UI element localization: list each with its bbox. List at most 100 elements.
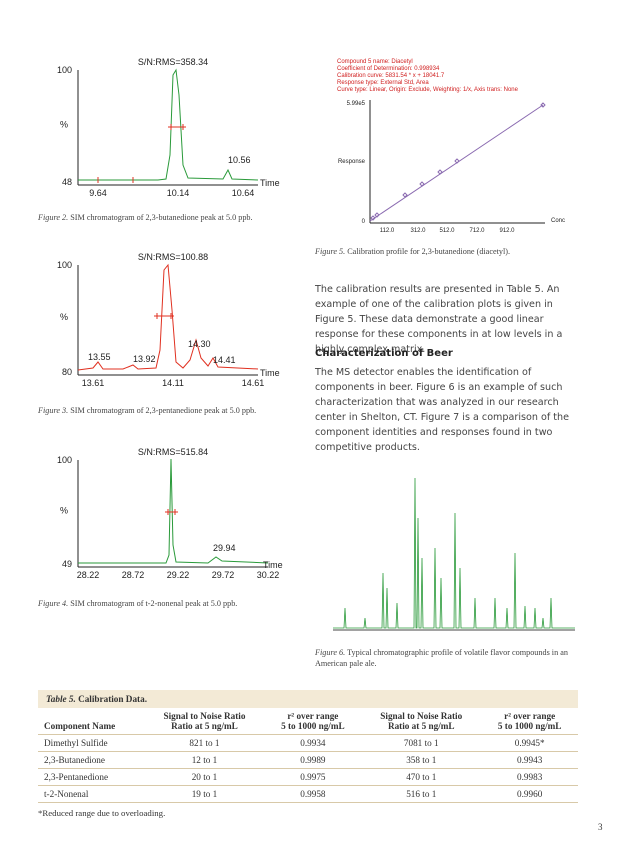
cell: 821 to 1 (144, 734, 265, 752)
cell: 470 to 1 (361, 768, 482, 786)
header-line: Component Name (44, 721, 116, 731)
cell: Dimethyl Sulfide (38, 734, 145, 752)
cell: 0.9945* (481, 734, 578, 752)
caption: Figure 2. SIM chromatogram of 2,3-butane… (38, 212, 253, 223)
chart-text: 312.0 (410, 228, 426, 234)
chart-text: Curve type: Linear, Origin: Exclude, Wei… (337, 87, 519, 93)
cell: 12 to 1 (144, 751, 265, 769)
chart-text: Response type: External Std, Area (337, 80, 429, 86)
chart-text: 912.0 (499, 228, 515, 234)
chart-text: Time (260, 368, 280, 378)
chart-text: Conc (551, 218, 565, 224)
table: Component Name Signal to Noise Ratio Ratio… (38, 708, 578, 803)
chart-text: 512.0 (439, 228, 455, 234)
chart-text: 100 (57, 455, 72, 465)
chromatogram: S/N:RMS=358.34 100% 48 9.64 10.14 10.64 Time 10… (57, 57, 280, 198)
chart-text: % (60, 506, 68, 516)
table-block: Table 5. Calibration Data. Component Nam… (38, 690, 578, 818)
chart-text: Calibration curve: 5831.54 * x + 18041.7 (337, 73, 445, 79)
chart-text: S/N:RMS=100.88 (138, 252, 208, 262)
heading: Characterization of Beer (315, 348, 453, 359)
chart-text: 13.92 (133, 354, 156, 364)
header-cell: r² over range 5 to 1000 ng/mL (481, 708, 578, 735)
table-title-text: Calibration Data. (78, 694, 147, 704)
caption: Figure 3. SIM chromatogram of 2,3-pentan… (38, 405, 256, 416)
chart-text: 100 (57, 65, 72, 75)
header-line: 5 to 1000 ng/mL (281, 721, 345, 731)
footnote: *Reduced range due to overloading. (38, 808, 166, 818)
page-number: 3 (598, 822, 603, 832)
chromatogram: S/N:RMS=515.84 100% 49 28.22 28.72 29.22 29.72… (57, 447, 283, 580)
caption-text: SIM chromatogram of 2,3-butanedione peak… (70, 213, 253, 222)
chart-text: 29.22 (167, 570, 190, 580)
chart-text: 30.22 (257, 570, 280, 580)
caption-label: Figure 5. (315, 247, 346, 256)
points (370, 102, 546, 221)
caption-text: Typical chromatographic profile of volat… (315, 648, 568, 668)
cell: 0.9960 (481, 785, 578, 803)
header-cell: Signal to Noise Ratio Ratio at 5 ng/mL (361, 708, 482, 735)
cell: 20 to 1 (144, 768, 265, 786)
cell: 19 to 1 (144, 785, 265, 803)
chart-text: Compound 5 name: Diacetyl (337, 59, 413, 65)
chart-text: % (60, 312, 68, 322)
cell: 0.9958 (264, 785, 362, 803)
chart-text: 14.41 (213, 355, 236, 365)
chart-text: Coefficient of Determination: 0.998934 (337, 66, 440, 72)
header-row: Component Name Signal to Noise Ratio Ratio… (38, 708, 578, 735)
header-cell: Component Name (38, 708, 145, 735)
chart-text: 13.55 (88, 352, 111, 362)
header-line: 5 to 1000 ng/mL (497, 721, 562, 731)
caption: Figure 4. SIM chromatogram of t-2-nonena… (38, 598, 237, 609)
chart-text: S/N:RMS=515.84 (138, 447, 208, 457)
caption-label: Figure 6. (315, 648, 346, 657)
cell: 0.9943 (481, 751, 578, 769)
chart-text: 48 (62, 177, 72, 187)
cell: 516 to 1 (361, 785, 482, 803)
chart-text: S/N:RMS=358.34 (138, 57, 208, 67)
cell: 0.9934 (264, 734, 362, 752)
chart-text: 100 (57, 260, 72, 270)
trace (78, 458, 269, 564)
chart-text: 29.94 (213, 543, 236, 553)
chart-text: 5.99e5 (347, 101, 366, 107)
markers (165, 509, 178, 515)
cell: 2,3-Butanedione (38, 751, 145, 769)
header-cell: Signal to Noise Ratio Ratio at 5 ng/mL (144, 708, 265, 735)
chart-text: 10.64 (232, 188, 255, 198)
cell: 0.9975 (264, 768, 362, 786)
paragraph: The calibration results are presented in… (315, 284, 563, 355)
trace (77, 263, 259, 371)
caption-text: SIM chromatogram of 2,3-pentanedione pea… (70, 406, 257, 415)
caption-text: SIM chromatogram of t-2-nonenal peak at … (70, 599, 238, 608)
caption: Figure 6. Typical chromatographic profil… (315, 647, 585, 669)
chart-text: 14.61 (242, 378, 265, 388)
chart-text: 28.22 (77, 570, 100, 580)
header-line: Ratio at 5 ng/mL (171, 721, 238, 731)
table-title: Table 5. Calibration Data. (38, 690, 578, 708)
header-line: Ratio at 5 ng/mL (387, 721, 455, 731)
chart-text: 10.56 (228, 155, 251, 165)
chart-text: 9.64 (89, 188, 107, 198)
cell: 358 to 1 (361, 751, 482, 769)
caption: Figure 5. Calibration profile for 2,3-bu… (315, 246, 510, 257)
chart-text: 49 (62, 559, 72, 569)
chart-text: Time (260, 178, 280, 188)
cell: 0.9983 (481, 768, 578, 786)
table-label: Table 5. (46, 694, 76, 704)
chart-text: 712.0 (469, 228, 485, 234)
chart-text: 112.0 (380, 228, 395, 234)
chart-text: 14.30 (188, 339, 211, 349)
chart-text: Response (338, 159, 366, 165)
chart-text: 28.72 (122, 570, 145, 580)
caption-text: Calibration profile for 2,3-butanedione … (347, 247, 511, 256)
row: 2,3-Butanedione 12 to 1 0.9989 358 to 1 0.99… (38, 751, 578, 769)
cell: 0.9989 (264, 751, 362, 769)
caption-label: Figure 4. (38, 599, 69, 608)
header-line: Signal to Noise Ratio (380, 711, 463, 721)
markers (97, 124, 186, 183)
cell: t-2-Nonenal (38, 785, 145, 803)
